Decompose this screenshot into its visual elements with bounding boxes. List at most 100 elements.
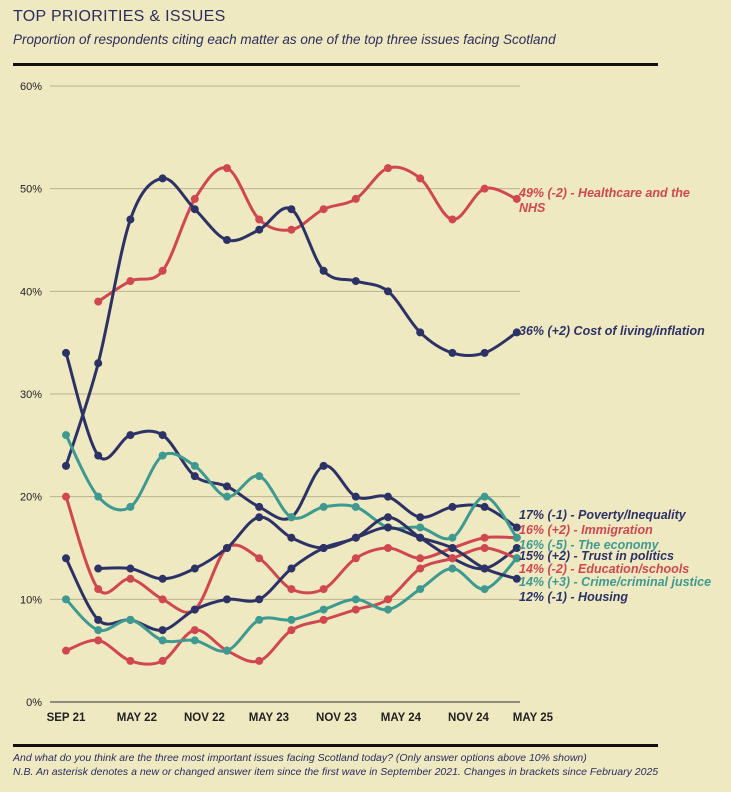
data-point-the-economy: [416, 523, 425, 532]
data-point-trust-in-politics: [384, 513, 392, 522]
data-point-the-economy: [287, 513, 296, 522]
data-point-immigration: [62, 492, 70, 501]
data-point-poverty-inequality: [512, 523, 521, 532]
series-label-cost-of-living-inflation: 36% (+2) Cost of living/inflation: [519, 324, 705, 338]
data-point-the-economy: [62, 431, 70, 440]
data-point-cost-of-living-inflation: [287, 205, 296, 214]
data-point-education-schools: [448, 554, 457, 563]
data-point-education-schools: [351, 605, 360, 614]
data-point-housing: [158, 574, 167, 583]
y-tick-label: 30%: [20, 389, 42, 401]
data-point-crime-criminal-justice: [416, 585, 425, 594]
data-point-healthcare-and-the-nhs: [480, 184, 489, 193]
series-line-healthcare-and-the-nhs: [96, 165, 519, 304]
data-point-cost-of-living-inflation: [190, 205, 199, 214]
chart-title: TOP PRIORITIES & ISSUES: [13, 8, 226, 25]
data-point-cost-of-living-inflation: [94, 359, 103, 368]
data-point-education-schools: [319, 615, 328, 624]
series-label-the-economy: 16% (-5) - The economy: [519, 538, 660, 552]
data-point-immigration: [480, 533, 489, 542]
data-point-trust-in-politics: [512, 544, 521, 552]
data-point-education-schools: [62, 646, 70, 655]
data-point-immigration: [126, 574, 135, 583]
data-point-housing: [480, 564, 489, 573]
data-point-immigration: [158, 595, 167, 604]
data-point-housing: [448, 544, 457, 552]
series-label-healthcare-and-the-nhs: NHS: [519, 201, 546, 215]
x-tick-label: MAY 23: [249, 712, 289, 724]
data-point-cost-of-living-inflation: [223, 236, 231, 244]
data-point-trust-in-politics: [94, 615, 103, 624]
data-point-education-schools: [384, 595, 392, 604]
data-point-crime-criminal-justice: [351, 595, 360, 604]
data-point-the-economy: [351, 502, 360, 511]
data-point-housing: [319, 544, 328, 552]
data-point-education-schools: [480, 544, 489, 552]
data-point-cost-of-living-inflation: [351, 277, 360, 286]
data-point-poverty-inequality: [384, 492, 392, 501]
data-point-housing: [190, 564, 199, 573]
data-point-healthcare-and-the-nhs: [351, 194, 360, 203]
data-point-crime-criminal-justice: [94, 626, 103, 635]
data-point-cost-of-living-inflation: [448, 348, 457, 357]
data-point-the-economy: [158, 451, 167, 460]
data-point-housing: [416, 533, 425, 542]
data-point-the-economy: [512, 533, 521, 542]
data-point-healthcare-and-the-nhs: [190, 194, 199, 203]
data-point-healthcare-and-the-nhs: [126, 277, 135, 286]
x-tick-label: NOV 24: [448, 712, 490, 724]
data-point-healthcare-and-the-nhs: [319, 205, 328, 214]
data-point-poverty-inequality: [158, 431, 167, 440]
y-tick-label: 60%: [20, 81, 42, 93]
data-point-crime-criminal-justice: [448, 564, 457, 573]
data-point-trust-in-politics: [190, 605, 199, 614]
data-point-trust-in-politics: [158, 626, 167, 635]
data-point-education-schools: [126, 656, 135, 665]
series-line-cost-of-living-inflation: [64, 176, 519, 468]
data-point-poverty-inequality: [480, 502, 489, 511]
y-tick-label: 0%: [26, 697, 42, 709]
data-point-the-economy: [126, 502, 135, 511]
x-tick-label: MAY 24: [381, 712, 422, 724]
data-point-healthcare-and-the-nhs: [512, 194, 521, 203]
data-point-trust-in-politics: [223, 595, 231, 604]
data-point-the-economy: [448, 533, 457, 542]
x-tick-label: NOV 23: [316, 712, 357, 724]
data-point-immigration: [351, 554, 360, 563]
data-point-poverty-inequality: [62, 348, 70, 357]
data-point-poverty-inequality: [255, 502, 264, 511]
data-point-healthcare-and-the-nhs: [287, 225, 296, 234]
data-point-poverty-inequality: [319, 461, 328, 470]
data-point-cost-of-living-inflation: [158, 174, 167, 183]
data-point-healthcare-and-the-nhs: [94, 297, 103, 306]
data-point-crime-criminal-justice: [512, 554, 521, 563]
data-point-poverty-inequality: [351, 492, 360, 501]
data-point-cost-of-living-inflation: [62, 461, 70, 470]
data-point-cost-of-living-inflation: [480, 348, 489, 357]
data-point-immigration: [94, 585, 103, 594]
series-label-immigration: 16% (+2) - Immigration: [519, 523, 653, 537]
x-tick-label: NOV 22: [184, 712, 225, 724]
data-point-crime-criminal-justice: [384, 605, 392, 614]
data-point-education-schools: [94, 636, 103, 645]
data-point-immigration: [255, 554, 264, 563]
data-point-poverty-inequality: [448, 502, 457, 511]
data-point-crime-criminal-justice: [287, 615, 296, 624]
y-tick-label: 50%: [20, 184, 42, 196]
data-point-crime-criminal-justice: [319, 605, 328, 614]
data-point-healthcare-and-the-nhs: [158, 266, 167, 275]
data-point-cost-of-living-inflation: [512, 328, 521, 337]
data-point-cost-of-living-inflation: [416, 328, 425, 337]
top-divider: [13, 63, 658, 66]
data-point-the-economy: [190, 461, 199, 470]
series-label-education-schools: 14% (-2) - Education/schools: [519, 562, 689, 576]
data-point-cost-of-living-inflation: [319, 266, 328, 275]
line-chart: 0% 10% 20% 30% 40% 50% 60% SEP 21 MAY 22 NOV 22 MA…: [20, 81, 711, 724]
data-point-poverty-inequality: [223, 482, 231, 491]
data-point-education-schools: [255, 656, 264, 665]
series-label-crime-criminal-justice: 14% (+3) - Crime/criminal justice: [519, 575, 711, 589]
data-point-housing: [255, 513, 264, 522]
series-label-poverty-inequality: 17% (-1) - Poverty/Inequality: [519, 508, 687, 522]
data-point-housing: [512, 574, 521, 583]
data-point-healthcare-and-the-nhs: [448, 215, 457, 224]
